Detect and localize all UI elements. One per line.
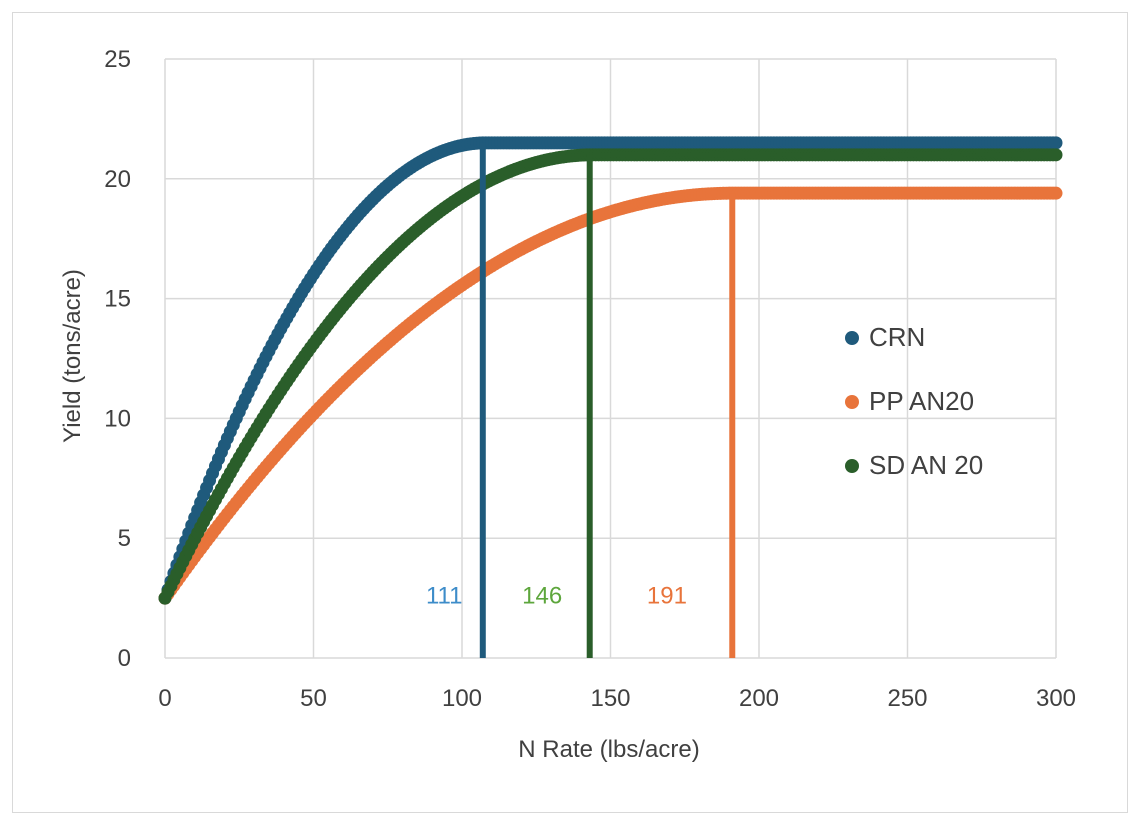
legend-label: CRN — [869, 322, 925, 352]
data-point — [1049, 136, 1063, 150]
x-tick-label: 50 — [300, 685, 327, 712]
legend-marker — [845, 331, 859, 345]
series-sd-an-20 — [158, 148, 1063, 605]
series-crn — [158, 136, 1063, 605]
x-tick-label: 250 — [887, 685, 927, 712]
x-tick-label: 200 — [739, 685, 779, 712]
annotation-label: 146 — [522, 583, 562, 610]
y-axis-title: Yield (tons/acre) — [59, 269, 86, 443]
series-pp-an20 — [158, 186, 1063, 605]
data-point — [1049, 186, 1063, 200]
annotation-label: 111 — [426, 583, 462, 610]
series-layer — [158, 136, 1063, 605]
legend-label: PP AN20 — [869, 386, 974, 416]
legend-label: SD AN 20 — [869, 450, 983, 480]
x-tick-label: 300 — [1036, 685, 1076, 712]
y-tick-label: 15 — [104, 286, 131, 313]
y-tick-label: 5 — [118, 525, 131, 552]
annotation-label: 191 — [647, 583, 687, 610]
y-tick-label: 0 — [118, 645, 131, 672]
legend: CRN PP AN20 SD AN 20 — [845, 322, 983, 480]
x-tick-label: 150 — [590, 685, 630, 712]
y-tick-label: 10 — [104, 405, 131, 432]
legend-marker — [845, 459, 859, 473]
y-tick-label: 25 — [104, 46, 131, 73]
x-tick-label: 100 — [442, 685, 482, 712]
legend-marker — [845, 395, 859, 409]
annotation-layer: 111 146 191 — [426, 142, 736, 658]
y-tick-label: 20 — [104, 166, 131, 193]
data-point — [1049, 148, 1063, 162]
tick-layer: 0 50 100 150 200 250 300 0 5 10 15 20 25 — [104, 46, 1076, 712]
x-tick-label: 0 — [158, 685, 171, 712]
x-axis-title: N Rate (lbs/acre) — [518, 736, 699, 763]
